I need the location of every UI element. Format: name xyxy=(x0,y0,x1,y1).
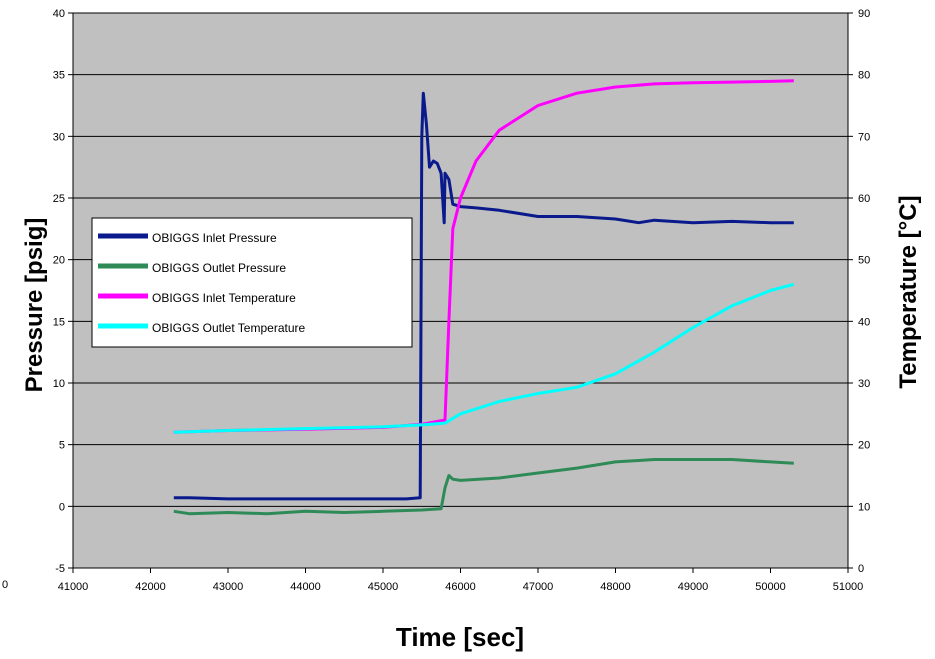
x-tick-label: 51000 xyxy=(833,581,864,593)
y-left-tick-label: 0 xyxy=(59,501,65,513)
x-axis-title: Time [sec] xyxy=(396,622,524,652)
y-left-tick-label: 20 xyxy=(53,255,65,267)
x-tick-label: 49000 xyxy=(678,581,709,593)
y-right-tick-label: 10 xyxy=(858,501,870,513)
legend: OBIGGS Inlet Pressure OBIGGS Outlet Press… xyxy=(91,217,413,348)
y-right-tick-label: 30 xyxy=(858,378,870,390)
series-line-1 xyxy=(173,91,794,501)
x-tick-label: 45000 xyxy=(368,581,399,593)
y-left-tick-label: 30 xyxy=(53,131,65,143)
x-tick-label: 43000 xyxy=(213,581,244,593)
series-lines xyxy=(173,79,795,516)
y-left-tick-label: 25 xyxy=(53,193,65,205)
y-left-tick-label: 35 xyxy=(53,70,65,82)
legend-label: OBIGGS Outlet Pressure xyxy=(152,261,286,275)
series-line-4 xyxy=(173,282,795,434)
legend-label: OBIGGS Inlet Pressure xyxy=(152,231,277,245)
y-right-tick-label: 70 xyxy=(858,131,870,143)
y-right-tick-label: 40 xyxy=(858,316,870,328)
y-axis-left-title: Pressure [psig] xyxy=(21,218,48,393)
axes xyxy=(68,12,853,573)
legend-label: OBIGGS Inlet Temperature xyxy=(152,291,296,305)
x-tick-label: 46000 xyxy=(445,581,476,593)
x-tick-label: 47000 xyxy=(523,581,554,593)
y-right-tick-label: 80 xyxy=(858,70,870,82)
y-left-tick-label: -5 xyxy=(55,563,65,575)
y-left-tick-label: 15 xyxy=(53,316,65,328)
y-right-tick-label: 20 xyxy=(858,440,870,452)
x-tick-label: 41000 xyxy=(58,581,89,593)
x-tick-label: 42000 xyxy=(135,581,166,593)
series-line-2 xyxy=(173,458,794,516)
x-tick-label: 50000 xyxy=(755,581,786,593)
y-left-tick-label: 5 xyxy=(59,440,65,452)
y-left-tick-label: 10 xyxy=(53,378,65,390)
y-left-tick-label: 40 xyxy=(53,8,65,20)
y-right-tick-label: 60 xyxy=(858,193,870,205)
y-right-tick-label: 0 xyxy=(858,563,864,575)
x-tick-label: 48000 xyxy=(600,581,631,593)
y-right-tick-label: 90 xyxy=(858,8,870,20)
y-right-tick-label: 50 xyxy=(858,255,870,267)
tick-labels: -5 0 5 10 15 20 25 30 35 40 0 10 20 30 40 50 60 70 80 90 410… xyxy=(53,8,871,593)
y-axis-right-title: Temperature [°C] xyxy=(895,195,922,388)
legend-label: OBIGGS Outlet Temperature xyxy=(152,321,306,335)
x-tick-label: 44000 xyxy=(290,581,321,593)
stray-label: 0 xyxy=(2,579,8,591)
